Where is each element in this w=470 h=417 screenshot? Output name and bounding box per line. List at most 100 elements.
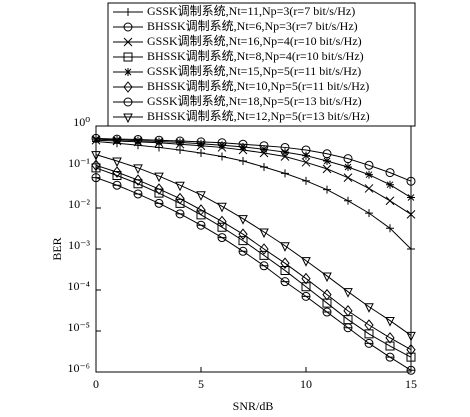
data-point [301,257,311,267]
data-point [133,179,143,189]
data-point [343,315,353,325]
legend-label: BHSSK调制系统,Nt=6,Np=3(r=7 bit/s/Hz) [147,19,358,33]
data-point [259,250,269,260]
data-point [280,257,290,270]
data-point [91,163,101,173]
data-point [238,228,248,240]
data-point [406,365,416,375]
data-point [322,288,332,301]
data-point [385,332,395,344]
data-point [364,319,374,331]
data-point [364,329,374,339]
x-tick-label: 10 [300,377,312,391]
data-point [280,152,290,161]
data-point [112,134,122,144]
data-point [238,215,248,225]
data-point [217,202,227,213]
data-point [217,138,227,148]
data-point [385,168,395,178]
data-point [406,343,416,356]
x-tick-label: 0 [93,377,99,391]
data-point [364,338,374,348]
data-point [281,148,289,157]
data-point [218,152,226,161]
series-line [95,140,412,250]
data-point [91,173,101,183]
data-point [133,164,143,175]
data-point [365,170,373,179]
data-point [385,352,395,362]
data-point [112,171,122,181]
data-point [385,196,395,206]
data-point [302,151,310,160]
data-point [301,157,311,167]
y-tick-label: 10⁻⁶ [67,361,90,375]
data-point [364,160,374,170]
data-point [112,157,122,168]
legend-marker [124,68,132,76]
data-point [322,164,332,174]
data-point [406,176,416,186]
data-point [259,141,269,151]
data-point [175,181,185,192]
legend-label: BHSSK调制系统,Nt=10,Np=5(r=11 bit/s/Hz) [147,79,369,93]
series-line [95,138,412,198]
data-point [196,137,206,147]
data-point [322,298,332,308]
series-line [95,164,412,351]
plot-frame [95,125,412,373]
y-tick-label: 10⁰ [73,115,90,129]
series-line [95,139,412,215]
data-point [364,184,374,193]
data-point [386,180,394,189]
legend-label: BHSSK调制系统,Nt=12,Np=5(r=13 bit/s/Hz) [147,109,370,123]
data-point [196,191,206,201]
data-point [112,180,122,190]
data-point [343,173,353,182]
x-tick-label: 15 [405,377,417,391]
y-axis-label: BER [50,237,64,260]
y-tick-label: 10⁻³ [68,238,90,252]
data-point [154,172,164,183]
data-point [344,196,352,205]
data-point [133,174,143,186]
data-point [196,204,206,216]
data-point [238,246,248,256]
data-point [407,193,415,202]
data-point [365,209,373,218]
legend-marker [123,81,133,93]
data-point [259,228,269,239]
data-point [217,222,227,232]
data-point [301,282,311,292]
data-point [175,136,185,146]
data-point [238,236,248,246]
data-point [386,224,394,233]
data-point [218,141,226,150]
legend-label: BHSSK调制系统,Nt=8,Np=4(r=10 bit/s/Hz) [147,49,364,63]
data-point [322,272,332,283]
data-point [238,139,248,149]
data-point [133,189,143,199]
data-point [280,242,290,252]
y-tick-label: 10⁻⁵ [67,320,90,334]
data-point [280,142,290,152]
data-point [259,261,269,271]
data-point [239,142,247,151]
data-point [323,185,331,194]
data-point [217,215,227,228]
data-point [155,137,163,146]
data-point [301,291,311,301]
y-tick-label: 10⁻¹ [68,156,90,170]
data-point [344,163,352,171]
legend-marker [123,22,133,32]
legend-marker [124,8,132,16]
y-tick-label: 10⁻² [68,197,90,211]
data-point [134,136,142,145]
legend-marker [123,52,133,62]
data-point [343,288,353,298]
data-point [301,145,311,155]
y-tick-label: 10⁻⁴ [67,279,90,293]
data-point [196,220,206,230]
legend-label: GSSK调制系统,Nt=18,Np=5(r=13 bit/s/Hz) [147,94,362,108]
